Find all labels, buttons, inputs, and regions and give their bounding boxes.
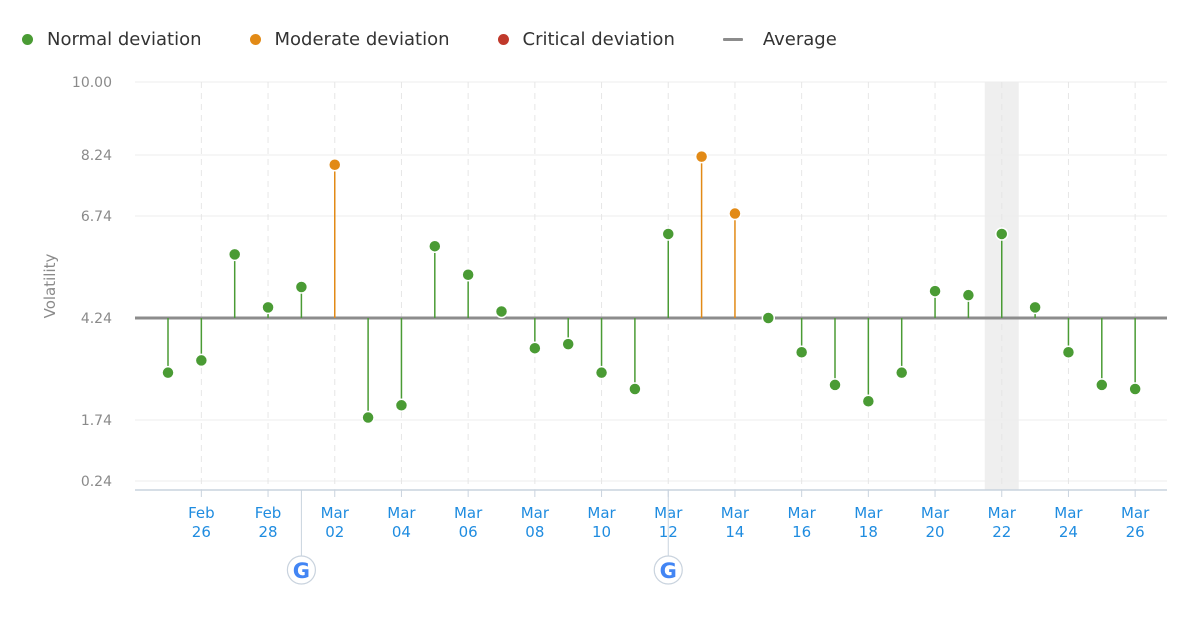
x-tick-label-day[interactable]: 26 xyxy=(1126,523,1145,541)
volatility-point[interactable] xyxy=(227,247,242,262)
legend-label-normal: Normal deviation xyxy=(47,28,202,50)
volatility-point[interactable] xyxy=(761,311,776,325)
volatility-point[interactable] xyxy=(528,341,542,355)
x-tick-label-day[interactable]: 02 xyxy=(325,523,344,541)
y-tick-label: 0.24 xyxy=(81,474,112,490)
x-tick-label-month[interactable]: Mar xyxy=(521,504,550,522)
volatility-point[interactable] xyxy=(861,394,876,408)
legend-label-average: Average xyxy=(762,28,837,50)
volatility-point[interactable] xyxy=(694,149,709,164)
x-tick-label-month[interactable]: Mar xyxy=(854,504,883,522)
volatility-point[interactable] xyxy=(161,365,175,380)
x-tick-label-month[interactable]: Mar xyxy=(1054,504,1083,522)
x-tick-label-month[interactable]: Mar xyxy=(787,504,816,522)
legend-item-normal[interactable]: Normal deviation xyxy=(22,29,202,50)
volatility-point[interactable] xyxy=(661,227,675,241)
x-tick-label-day[interactable]: 18 xyxy=(859,523,878,541)
y-axis-title: Volatility xyxy=(41,253,59,318)
x-tick-label-day[interactable]: 22 xyxy=(992,523,1011,541)
volatility-point[interactable] xyxy=(428,239,442,253)
x-tick-label-day[interactable]: 06 xyxy=(459,523,478,541)
volatility-point[interactable] xyxy=(1028,300,1042,315)
x-tick-label-day[interactable]: 04 xyxy=(392,523,411,541)
legend-label-critical: Critical deviation xyxy=(522,28,675,50)
volatility-point[interactable] xyxy=(328,158,342,172)
x-tick-label-month[interactable]: Feb xyxy=(188,504,215,522)
volatility-point[interactable] xyxy=(1095,378,1109,392)
volatility-point[interactable] xyxy=(828,378,842,392)
x-tick-label-month[interactable]: Mar xyxy=(454,504,483,522)
x-tick-label-day[interactable]: 10 xyxy=(592,523,611,541)
volatility-point[interactable] xyxy=(728,206,742,221)
volatility-point[interactable] xyxy=(1061,345,1076,360)
volatility-point[interactable] xyxy=(494,304,509,319)
google-logo-icon: G xyxy=(293,559,310,583)
x-tick-label-month[interactable]: Mar xyxy=(321,504,350,522)
x-tick-label-month[interactable]: Feb xyxy=(255,504,282,522)
x-tick-label-day[interactable]: 28 xyxy=(259,523,278,541)
x-tick-label-day[interactable]: 24 xyxy=(1059,523,1078,541)
x-tick-label-month[interactable]: Mar xyxy=(988,504,1017,522)
y-tick-label: 8.24 xyxy=(81,148,112,164)
x-tick-label-month[interactable]: Mar xyxy=(721,504,750,522)
volatility-point[interactable] xyxy=(894,365,909,380)
x-tick-label-day[interactable]: 08 xyxy=(525,523,544,541)
google-update-marker[interactable] xyxy=(653,555,683,585)
y-tick-label: 4.24 xyxy=(81,311,112,327)
legend-item-average[interactable]: Average xyxy=(722,28,837,50)
normal-deviation-dot-icon xyxy=(22,33,33,45)
volatility-point[interactable] xyxy=(1128,382,1142,396)
volatility-point[interactable] xyxy=(594,365,609,380)
volatility-point[interactable] xyxy=(794,345,809,360)
chart-legend: Normal deviation Moderate deviation Crit… xyxy=(22,26,885,52)
volatility-point[interactable] xyxy=(194,353,209,368)
y-tick-label: 1.74 xyxy=(81,413,112,429)
volatility-point[interactable] xyxy=(961,288,976,302)
legend-label-moderate: Moderate deviation xyxy=(274,28,450,50)
y-tick-label: 6.74 xyxy=(81,209,112,225)
x-tick-label-day[interactable]: 14 xyxy=(725,523,744,541)
legend-item-critical[interactable]: Critical deviation xyxy=(497,28,675,50)
y-tick-label: 10.00 xyxy=(72,75,112,91)
critical-deviation-dot-icon xyxy=(497,33,509,45)
moderate-deviation-dot-icon xyxy=(249,33,261,45)
volatility-point[interactable] xyxy=(461,268,475,282)
volatility-point[interactable] xyxy=(394,398,409,413)
x-tick-label-month[interactable]: Mar xyxy=(587,504,616,522)
volatility-point[interactable] xyxy=(928,284,942,298)
volatility-point[interactable] xyxy=(628,382,642,396)
x-tick-label-month[interactable]: Mar xyxy=(387,504,416,522)
volatility-point[interactable] xyxy=(361,410,375,425)
average-line-icon xyxy=(722,37,743,41)
x-tick-label-month[interactable]: Mar xyxy=(921,504,950,522)
google-logo-icon: G xyxy=(660,559,677,583)
legend-item-moderate[interactable]: Moderate deviation xyxy=(249,28,450,50)
volatility-point[interactable] xyxy=(561,337,575,351)
volatility-point[interactable] xyxy=(294,280,309,294)
x-tick-label-month[interactable]: Mar xyxy=(1121,504,1150,522)
x-tick-label-day[interactable]: 16 xyxy=(792,523,811,541)
x-tick-label-day[interactable]: 20 xyxy=(926,523,945,541)
volatility-point[interactable] xyxy=(261,300,275,315)
volatility-point[interactable] xyxy=(995,227,1009,241)
x-tick-label-day[interactable]: 26 xyxy=(192,523,211,541)
google-update-marker[interactable] xyxy=(286,555,316,585)
